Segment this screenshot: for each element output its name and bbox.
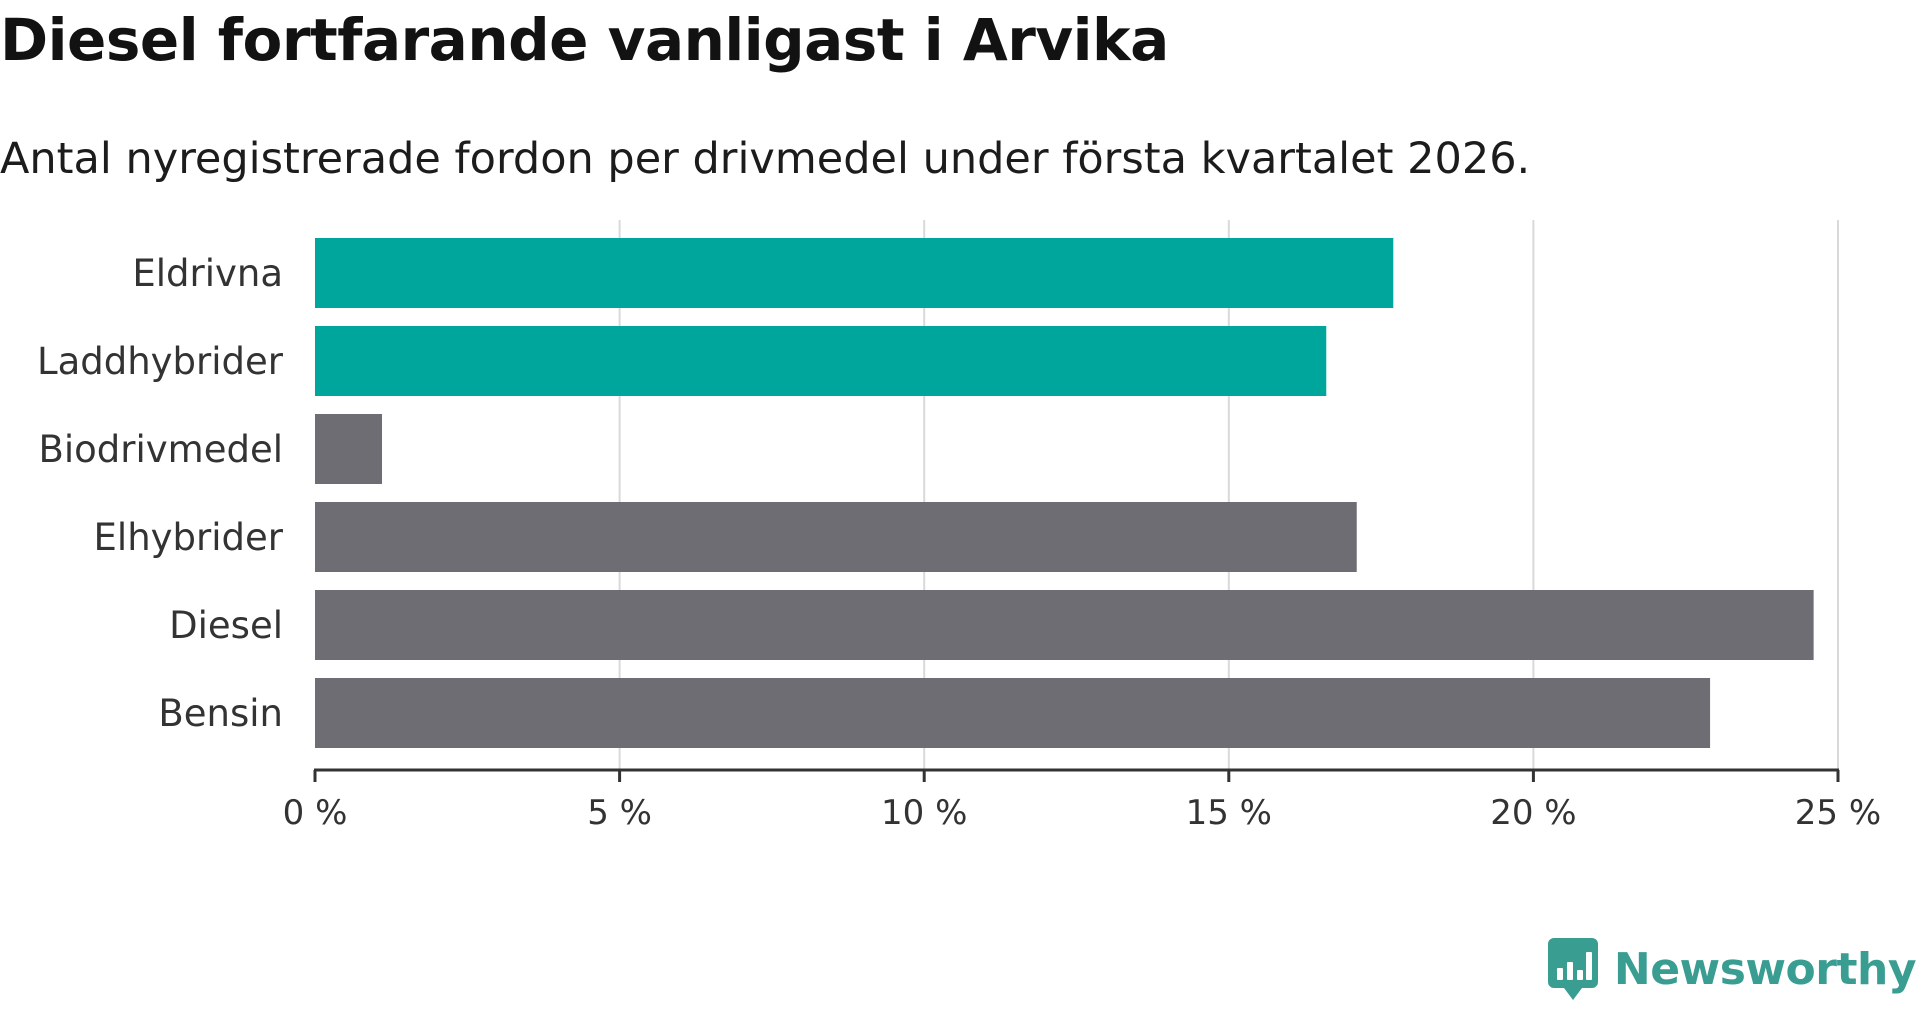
- category-label: Biodrivmedel: [38, 428, 283, 471]
- x-tick-label: 20 %: [1490, 793, 1576, 833]
- bar-bensin: [315, 678, 1711, 748]
- brand-name: Newsworthy: [1613, 943, 1917, 995]
- bar-eldrivna: [315, 238, 1394, 308]
- bar-elhybrider: [315, 502, 1357, 572]
- bar-diesel: [315, 590, 1814, 660]
- x-tick-label: 15 %: [1186, 793, 1272, 833]
- newsworthy-logo-icon: [1547, 938, 1598, 1000]
- bar-chart: Eldrivna Laddhybrider Biodrivmedel Elhybrid…: [37, 220, 1881, 833]
- brand-logo: Newsworthy: [1547, 934, 1917, 1004]
- bar-biodrivmedel: [315, 414, 383, 484]
- category-labels: Eldrivna Laddhybrider Biodrivmedel Elhybrid…: [37, 252, 284, 735]
- bar-laddhybrider: [315, 326, 1327, 396]
- x-tick-label: 0 %: [283, 793, 348, 833]
- x-tick-label: 5 %: [587, 793, 652, 833]
- category-label: Eldrivna: [132, 252, 283, 295]
- x-tick-label: 10 %: [881, 793, 967, 833]
- x-axis: 0 % 5 % 10 % 15 % 20 % 25 %: [283, 768, 1881, 833]
- bars: [315, 238, 1814, 748]
- chart-title: Diesel fortfarande vanligast i Arvika: [0, 6, 1169, 74]
- chart-subtitle: Antal nyregistrerade fordon per drivmede…: [0, 134, 1531, 184]
- category-label: Laddhybrider: [37, 340, 284, 383]
- category-label: Diesel: [169, 604, 283, 647]
- x-tick-label: 25 %: [1795, 793, 1881, 833]
- category-label: Bensin: [158, 692, 283, 735]
- category-label: Elhybrider: [94, 516, 284, 559]
